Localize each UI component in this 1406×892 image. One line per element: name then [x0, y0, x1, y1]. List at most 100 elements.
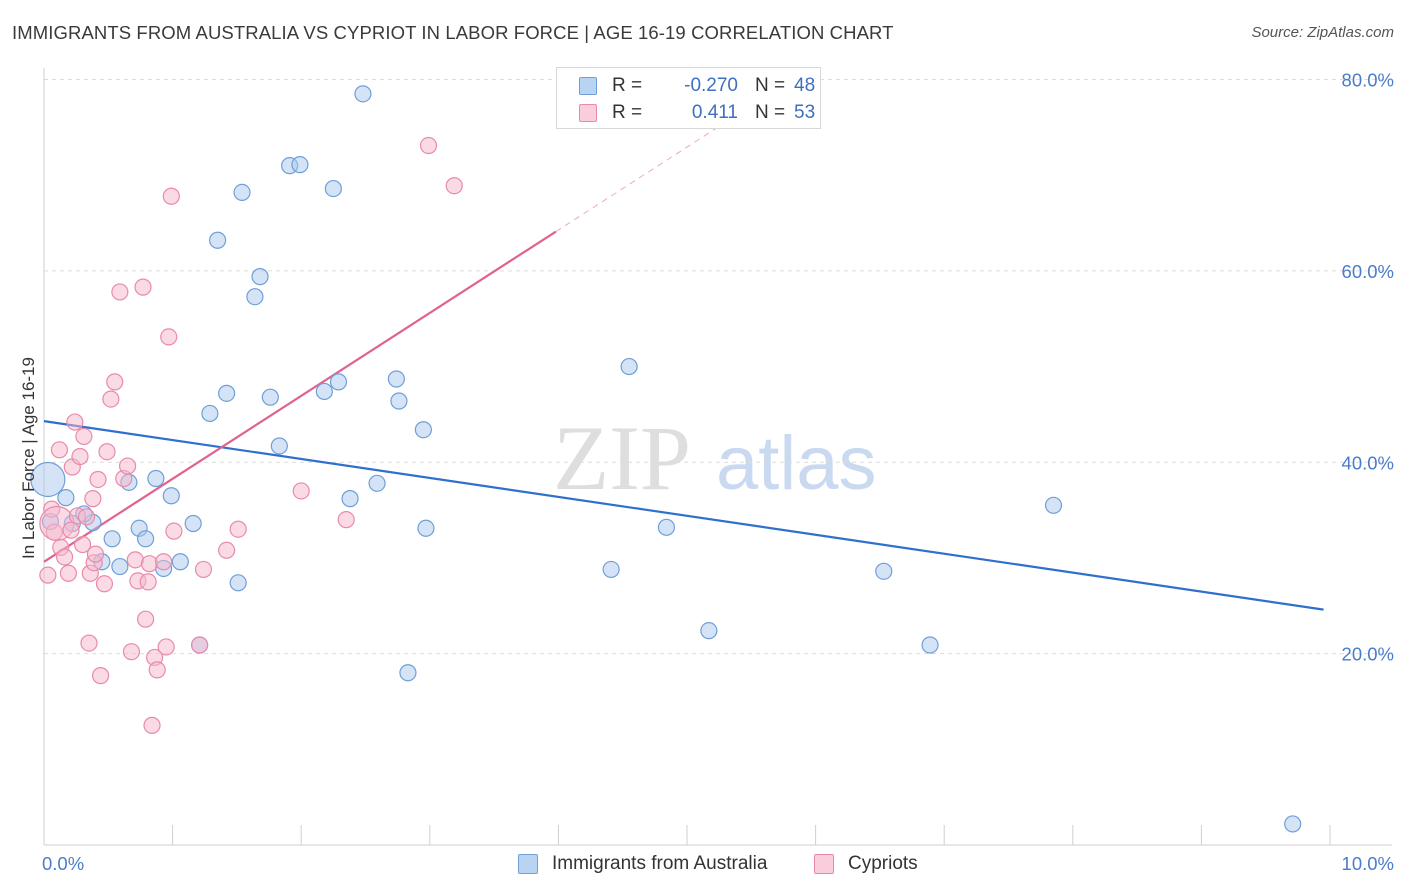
grid-lines: [44, 79, 1392, 655]
legend-n-value: 48: [794, 75, 816, 96]
point-australia: [184, 514, 202, 533]
data-points: [30, 85, 1302, 833]
point-cypriot: [39, 566, 57, 584]
point-cypriot: [139, 573, 157, 591]
point-australia: [620, 357, 638, 376]
point-australia: [136, 530, 155, 548]
point-australia: [921, 636, 939, 654]
y-axis-label: In Labor Force | Age 16-19: [19, 357, 38, 559]
bottom-legend-label: Cypriots: [848, 853, 918, 874]
point-australia: [171, 553, 189, 571]
trend-line: [43, 420, 1324, 611]
point-cypriot: [165, 522, 183, 540]
point-cypriot: [140, 555, 159, 573]
trend-line-extension: [555, 113, 739, 233]
point-australia: [368, 474, 386, 492]
point-australia: [700, 622, 718, 640]
point-cypriot: [136, 610, 155, 628]
point-cypriot: [98, 443, 116, 461]
point-cypriot: [134, 278, 152, 296]
point-australia: [324, 179, 342, 198]
point-australia: [354, 85, 372, 103]
point-cypriot: [75, 427, 93, 446]
y-tick-label: 20.0%: [1342, 644, 1394, 665]
point-cypriot: [71, 447, 89, 466]
point-cypriot: [157, 638, 175, 656]
point-australia: [246, 288, 264, 306]
x-tick-label: 0.0%: [42, 853, 84, 874]
point-australia: [251, 268, 269, 286]
point-australia: [147, 469, 165, 488]
point-cypriot: [91, 667, 110, 685]
point-cypriot: [62, 521, 80, 539]
point-cypriot: [80, 634, 98, 652]
point-australia: [218, 384, 236, 402]
point-cypriot: [154, 553, 173, 571]
point-cypriot: [66, 413, 84, 431]
point-australia: [414, 421, 432, 439]
point-australia: [57, 489, 75, 507]
point-australia: [341, 490, 359, 508]
point-cypriot: [160, 328, 178, 346]
point-cypriot: [218, 541, 236, 559]
legend-swatch-pink: [579, 104, 597, 122]
point-australia: [209, 231, 227, 249]
point-australia: [261, 388, 279, 406]
legend-n-label: N =: [755, 102, 786, 123]
legend-n-value: 53: [794, 102, 816, 123]
point-cypriot: [59, 564, 78, 582]
chart-title: IMMIGRANTS FROM AUSTRALIA VS CYPRIOT IN …: [12, 22, 894, 43]
point-australia: [229, 574, 247, 592]
point-cypriot: [55, 548, 74, 566]
y-tick-label: 40.0%: [1342, 452, 1394, 473]
point-cypriot: [191, 636, 209, 654]
point-cypriot: [122, 643, 141, 661]
point-australia: [399, 664, 417, 682]
point-cypriot: [106, 373, 124, 391]
point-australia: [602, 560, 620, 579]
point-cypriot: [194, 560, 213, 579]
y-tick-labels: 20.0% 40.0% 60.0% 80.0%: [1342, 70, 1394, 665]
point-australia: [30, 461, 66, 498]
point-australia: [657, 518, 676, 536]
watermark: ZIP atlas: [553, 407, 877, 509]
legend-n-label: N =: [755, 75, 786, 96]
point-cypriot: [95, 575, 114, 593]
legend-r-value: -0.270: [684, 75, 738, 96]
point-cypriot: [445, 177, 463, 195]
point-cypriot: [126, 551, 144, 569]
point-cypriot: [50, 441, 69, 459]
watermark-zip: ZIP: [553, 407, 691, 509]
y-tick-label: 80.0%: [1342, 70, 1394, 91]
point-australia: [291, 156, 309, 174]
point-australia: [201, 404, 219, 423]
point-australia: [111, 557, 129, 576]
point-australia: [233, 183, 251, 202]
point-cypriot: [419, 136, 438, 155]
point-cypriot: [102, 390, 120, 408]
point-australia: [1284, 815, 1302, 833]
point-cypriot: [118, 457, 137, 475]
axes: [43, 68, 1392, 846]
point-australia: [103, 530, 121, 548]
point-australia: [1044, 496, 1063, 514]
watermark-atlas: atlas: [716, 421, 877, 506]
legend-r-label: R =: [612, 75, 643, 96]
x-tick-label: 10.0%: [1342, 853, 1394, 874]
point-australia: [162, 487, 180, 505]
point-cypriot: [143, 716, 161, 734]
point-australia: [875, 562, 893, 580]
point-cypriot: [89, 470, 107, 489]
point-cypriot: [292, 482, 310, 500]
bottom-legend-label: Immigrants from Australia: [552, 853, 768, 874]
x-tick-labels: 0.0% 10.0%: [42, 853, 1394, 874]
legend: R = -0.270 N = 48 R = 0.411 N = 53: [556, 67, 821, 129]
trend-lines: [43, 113, 1324, 611]
legend-r-label: R =: [612, 102, 643, 123]
point-cypriot: [73, 535, 92, 554]
point-cypriot: [162, 187, 180, 205]
point-australia: [329, 373, 348, 391]
point-cypriot: [111, 283, 129, 301]
y-tick-label: 60.0%: [1342, 261, 1394, 282]
